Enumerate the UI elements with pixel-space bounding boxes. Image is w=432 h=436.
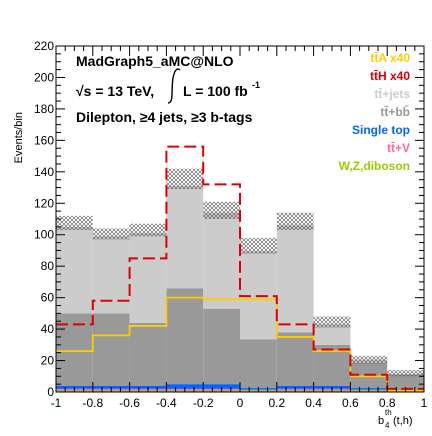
svg-text:b: b: [378, 415, 384, 427]
x-tick-label: -1: [51, 396, 62, 410]
x-axis-tick-labels: -1 -0.8 -0.6 -0.4 -0.2 0 0.2 0.4 0.6 0.8 1: [51, 396, 428, 410]
svg-text:th: th: [385, 408, 392, 417]
x-tick-label: 0.8: [379, 396, 396, 410]
uncertainty-hatch: [240, 237, 277, 254]
y-axis-title: Events/bin: [13, 112, 25, 163]
y-tick-label: 220: [34, 39, 54, 53]
legend-entry: tt̄+V: [387, 141, 410, 155]
x-axis-title: b th 4 (t,h): [378, 408, 413, 430]
y-tick-label: 120: [34, 196, 54, 210]
x-tick-label: 0.2: [268, 396, 285, 410]
uncertainty-hatch: [203, 201, 240, 219]
svg-text:4: 4: [385, 421, 390, 430]
y-tick-label: 140: [34, 165, 54, 179]
uncertainty-band: [56, 168, 424, 377]
bar-segment: [313, 324, 351, 345]
integral-icon: [167, 68, 181, 104]
uncertainty-hatch: [92, 228, 130, 240]
svg-text:(t,h): (t,h): [393, 415, 413, 427]
y-tick-label: 100: [34, 228, 54, 242]
legend: tt̄A x40 tt̄H x40 tt̄+jets tt̄+bb̄ Single to…: [339, 51, 411, 173]
info-box: MadGraph5_aMC@NLO √s = 13 TeV, L = 100 f…: [76, 53, 260, 125]
legend-entry: tt̄+bb̄: [380, 105, 410, 119]
signal-lines: [56, 145, 424, 392]
x-tick-label: -0.6: [119, 396, 140, 410]
uncertainty-hatch: [276, 212, 314, 231]
uncertainty-hatch: [129, 223, 167, 237]
y-tick-label: 20: [41, 354, 55, 368]
lumi-label: L = 100 fb: [183, 83, 248, 99]
uncertainty-hatch: [313, 316, 351, 328]
bar-segment: [387, 374, 424, 389]
y-tick-label: 40: [41, 322, 55, 336]
y-tick-label: 160: [34, 133, 54, 147]
bar-segment: [203, 212, 240, 309]
y-tick-label: 200: [34, 70, 54, 84]
y-tick-label: 60: [41, 291, 55, 305]
axis-ticks: [55, 45, 425, 393]
x-tick-label: 0.4: [305, 396, 322, 410]
bar-segment: [166, 288, 204, 385]
uncertainty-hatch: [387, 369, 424, 377]
lumi-exponent: -1: [252, 80, 260, 90]
bar-segment: [166, 185, 204, 289]
bar-segment: [203, 384, 240, 389]
energy-label: √s = 13 TeV,: [76, 83, 154, 99]
legend-entry: tt̄+jets: [374, 87, 410, 101]
legend-entry: tt̄H x40: [370, 69, 410, 83]
uncertainty-hatch: [166, 168, 204, 190]
x-tick-label: -0.8: [82, 396, 103, 410]
stacked-bars: [56, 185, 424, 392]
bar-segment: [92, 236, 130, 314]
bar-segment: [129, 322, 167, 386]
bar-segment: [276, 332, 314, 386]
legend-entry: Single top: [352, 123, 410, 137]
x-tick-label: -0.2: [193, 396, 214, 410]
legend-entry: W,Z,diboson: [339, 159, 410, 173]
bar-segment: [203, 308, 240, 385]
bar-segment: [166, 384, 204, 389]
bar-segment: [56, 313, 93, 386]
x-tick-label: 0.6: [342, 396, 359, 410]
y-axis-tick-labels: 0 20 40 60 80 100 120 140 160 180 200 220: [34, 39, 54, 399]
y-tick-label: 80: [41, 259, 55, 273]
signal-line: [56, 145, 424, 390]
bar-segment: [240, 339, 277, 389]
bar-segment: [56, 226, 93, 314]
generator-label: MadGraph5_aMC@NLO: [76, 53, 234, 69]
x-tick-label: -0.4: [156, 396, 177, 410]
uncertainty-hatch: [350, 355, 388, 364]
y-tick-label: 180: [34, 102, 54, 116]
x-tick-label: 0: [237, 396, 244, 410]
legend-entry: tt̄A x40: [370, 51, 410, 65]
uncertainty-hatch: [56, 215, 93, 231]
selection-label: Dilepton, ≥4 jets, ≥3 b-tags: [76, 109, 253, 125]
signal-line: [56, 296, 424, 392]
y-tick-label: 0: [47, 385, 54, 399]
x-tick-label: 1: [421, 396, 428, 410]
bar-segment: [92, 313, 130, 386]
bar-segment: [276, 225, 314, 333]
bar-segment: [129, 233, 167, 323]
